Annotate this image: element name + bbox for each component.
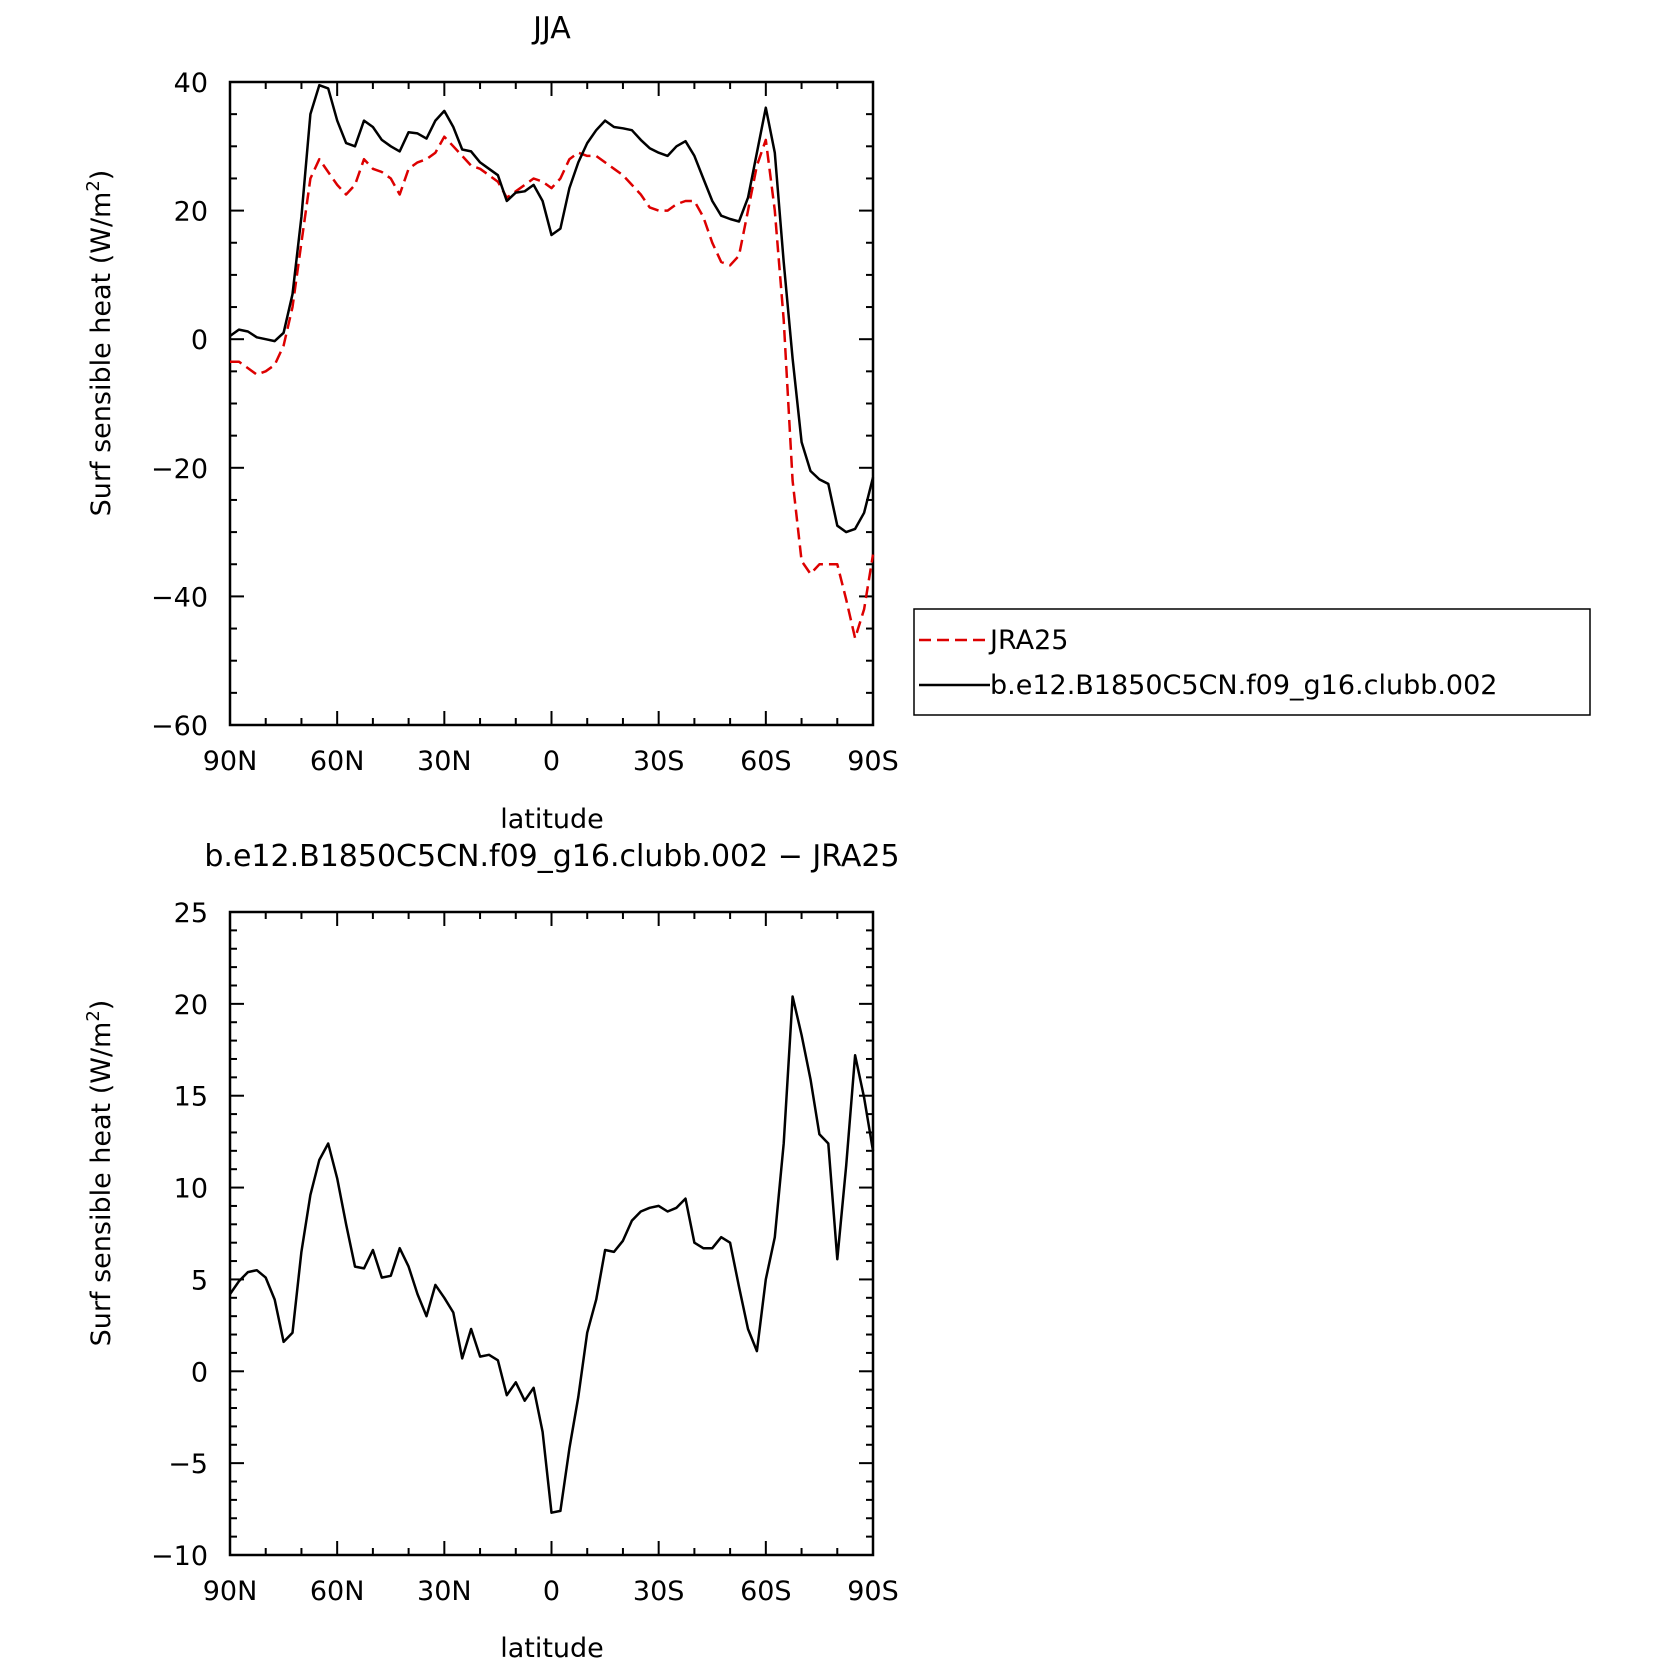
top-x-tick-label: 90S [847, 746, 899, 777]
bottom-y-axis-label-close: ) [86, 1000, 117, 1011]
bottom-y-tick-label: −10 [151, 1541, 208, 1572]
legend-box [913, 608, 1591, 716]
bottom-y-tick-label: 25 [174, 898, 208, 929]
legend-label-jra25: JRA25 [988, 625, 1068, 656]
top-y-axis-label-close: ) [86, 170, 117, 181]
bottom-y-tick-label: 5 [191, 1265, 208, 1296]
top-x-axis-label: latitude [500, 804, 604, 835]
top-series-line-1 [229, 83, 875, 534]
top-y-tick-label: −60 [151, 711, 208, 742]
bottom-y-tick-label: 10 [174, 1174, 208, 1205]
top-y-axis-label-sup: 2 [83, 180, 104, 191]
bottom-panel: b.e12.B1850C5CN.f09_g16.clubb.002 − JRA2… [83, 839, 900, 1663]
top-x-tick-label: 0 [543, 746, 560, 777]
bottom-x-tick-label: 0 [543, 1576, 560, 1607]
top-series-line-0 [230, 135, 875, 640]
bottom-y-tick-label: 0 [191, 1357, 208, 1388]
top-chart-title: JJA [531, 11, 571, 46]
bottom-x-tick-label: 60S [740, 1576, 792, 1607]
top-y-axis-label-main: Surf sensible heat (W/m [86, 192, 117, 517]
bottom-chart-title: b.e12.B1850C5CN.f09_g16.clubb.002 − JRA2… [204, 839, 899, 874]
bottom-x-tick-label: 90S [847, 1576, 899, 1607]
legend: JRA25 b.e12.B1850C5CN.f09_g16.clubb.002 [913, 608, 1591, 716]
bottom-plot-frame [228, 910, 875, 1557]
bottom-x-axis-label: latitude [500, 1633, 604, 1663]
bottom-x-tick-label: 60N [310, 1576, 365, 1607]
top-y-tick-label: −20 [151, 454, 208, 485]
top-panel: JJA 90N 60N 30N 0 30S 60S 90S 40 20 0 −20 −40 −60 la… [83, 11, 1591, 835]
bottom-x-tick-label: 30N [417, 1576, 472, 1607]
bottom-y-axis-label-sup: 2 [83, 1010, 104, 1021]
bottom-x-tick-label: 90N [203, 1576, 258, 1607]
top-x-tick-label: 30N [417, 746, 472, 777]
bottom-y-axis-label: Surf sensible heat (W/m2) [83, 1000, 117, 1347]
bottom-y-tick-label: −5 [168, 1449, 208, 1480]
bottom-x-tick-label: 30S [633, 1576, 685, 1607]
top-y-tick-label: −40 [151, 582, 208, 613]
bottom-y-axis-label-main: Surf sensible heat (W/m [86, 1022, 117, 1347]
top-y-axis-label: Surf sensible heat (W/m2) [83, 170, 117, 517]
top-y-tick-label: 40 [174, 68, 208, 99]
bottom-y-tick-label: 20 [174, 990, 208, 1021]
legend-label-model: b.e12.B1850C5CN.f09_g16.clubb.002 [990, 670, 1497, 701]
bottom-series-line-0 [228, 995, 875, 1514]
bottom-y-tick-label: 15 [174, 1082, 208, 1113]
top-x-tick-label: 30S [633, 746, 685, 777]
top-plot-area: 90N 60N 30N 0 30S 60S 90S 40 20 0 −20 −40 −60 [151, 68, 899, 777]
top-x-tick-label: 60S [740, 746, 792, 777]
top-x-tick-label: 60N [310, 746, 365, 777]
top-y-tick-label: 20 [174, 197, 208, 228]
bottom-plot-area: 90N 60N 30N 0 30S 60S 90S 25 20 15 10 5 0 −5 −10 [151, 898, 899, 1607]
top-x-tick-label: 90N [203, 746, 258, 777]
top-y-tick-label: 0 [191, 325, 208, 356]
